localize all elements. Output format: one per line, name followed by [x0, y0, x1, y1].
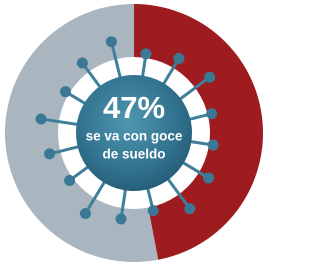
virus-spike-tip	[140, 48, 151, 59]
center-value: 47%	[103, 90, 165, 125]
virus-spike-tip	[184, 203, 195, 214]
annotation-line: de sueldo	[102, 147, 165, 162]
virus-spike-tip	[173, 53, 184, 64]
virus-spike-tip	[64, 175, 75, 186]
virus-spike-tip	[44, 148, 55, 159]
virus-spike-tip	[206, 108, 217, 119]
virus-spike-tip	[115, 214, 126, 225]
virus-spike-tip	[77, 57, 88, 68]
chart: 47% se va con goce de sueldo	[0, 0, 268, 265]
virus-spike-tip	[204, 72, 215, 83]
annotation-line: se va con goce	[86, 129, 183, 144]
virus-spike-tip	[148, 205, 159, 216]
virus-spike-tip	[60, 86, 71, 97]
virus-spike-tip	[36, 113, 47, 124]
virus-spike-tip	[80, 208, 91, 219]
virus-spike-tip	[106, 36, 117, 47]
virus-spike-tip	[208, 139, 219, 150]
virus-spike-tip	[203, 172, 214, 183]
page: {"chart_data": {"type": "pie", "values":…	[0, 0, 320, 265]
